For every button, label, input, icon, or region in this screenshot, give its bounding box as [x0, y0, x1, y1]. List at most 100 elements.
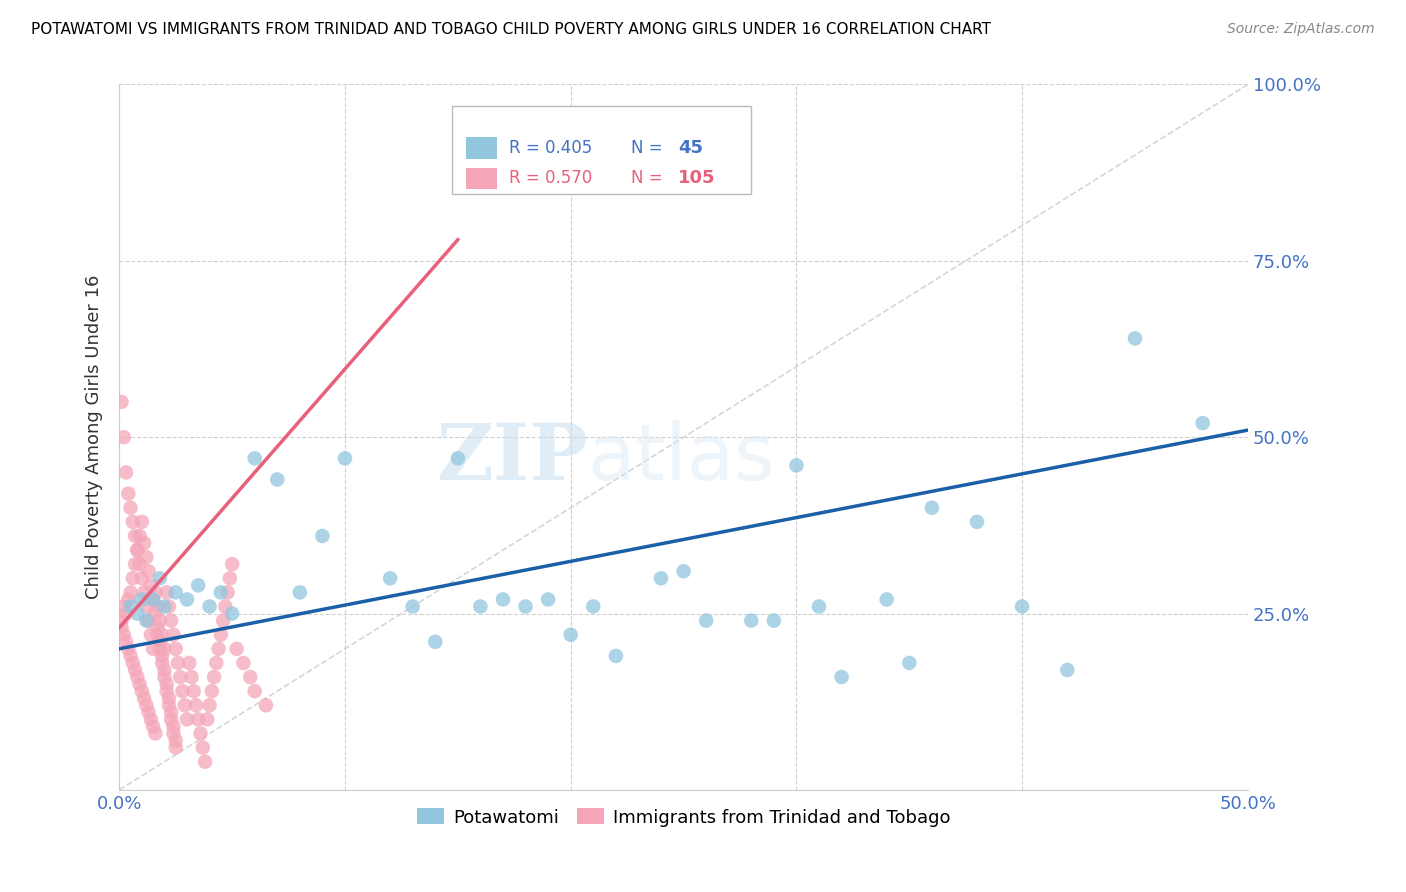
Point: [179, 656, 201, 670]
Point: [135, 698, 157, 713]
Point: [131, 684, 153, 698]
FancyBboxPatch shape: [465, 168, 498, 189]
Legend: Potawatomi, Immigrants from Trinidad and Tobago: Potawatomi, Immigrants from Trinidad and…: [409, 801, 957, 834]
Point: [110, 395, 132, 409]
Point: [243, 451, 266, 466]
Point: [201, 684, 224, 698]
Text: N =: N =: [630, 139, 662, 157]
Point: [145, 726, 167, 740]
Point: [142, 641, 165, 656]
Point: [921, 500, 943, 515]
Point: [153, 599, 176, 614]
Point: [187, 712, 209, 726]
Point: [1056, 663, 1078, 677]
Point: [157, 698, 180, 713]
Point: [217, 585, 239, 599]
Point: [209, 585, 232, 599]
Point: [138, 564, 160, 578]
Point: [165, 733, 187, 747]
Y-axis label: Child Poverty Among Girls Under 16: Child Poverty Among Girls Under 16: [86, 275, 103, 599]
Point: [120, 585, 142, 599]
Point: [117, 641, 139, 656]
Point: [172, 684, 194, 698]
Point: [239, 670, 262, 684]
Point: [120, 648, 142, 663]
Point: [135, 599, 157, 614]
Point: [560, 628, 582, 642]
Point: [157, 599, 180, 614]
Point: [221, 607, 243, 621]
Point: [127, 543, 149, 558]
Point: [142, 592, 165, 607]
Point: [762, 614, 785, 628]
Point: [202, 670, 225, 684]
Point: [243, 684, 266, 698]
Point: [672, 564, 695, 578]
Point: [288, 585, 311, 599]
Point: [115, 634, 138, 648]
Point: [149, 614, 172, 628]
Point: [225, 641, 247, 656]
Point: [131, 571, 153, 585]
Text: N =: N =: [630, 169, 662, 187]
Point: [128, 529, 150, 543]
Point: [149, 571, 172, 585]
Point: [470, 599, 492, 614]
Point: [127, 670, 149, 684]
Point: [167, 656, 190, 670]
Point: [807, 599, 830, 614]
Point: [112, 628, 135, 642]
Point: [153, 641, 176, 656]
Point: [254, 698, 277, 713]
Point: [176, 592, 198, 607]
Point: [191, 740, 214, 755]
Point: [966, 515, 988, 529]
Point: [115, 466, 138, 480]
Point: [149, 634, 172, 648]
Point: [165, 641, 187, 656]
Point: [184, 698, 207, 713]
Point: [207, 641, 229, 656]
Point: [831, 670, 853, 684]
Point: [127, 543, 149, 558]
Text: R = 0.570: R = 0.570: [509, 169, 592, 187]
Point: [139, 628, 162, 642]
Point: [209, 628, 232, 642]
Point: [156, 684, 179, 698]
Point: [135, 614, 157, 628]
Point: [447, 451, 470, 466]
Point: [205, 656, 228, 670]
Point: [492, 592, 515, 607]
Point: [582, 599, 605, 614]
Point: [1123, 331, 1146, 345]
Point: [150, 656, 173, 670]
Point: [695, 614, 717, 628]
Point: [112, 430, 135, 444]
Point: [127, 607, 149, 621]
FancyBboxPatch shape: [453, 105, 751, 194]
Point: [139, 578, 162, 592]
Text: R = 0.405: R = 0.405: [509, 139, 592, 157]
Point: [146, 599, 169, 614]
Point: [150, 648, 173, 663]
Point: [165, 740, 187, 755]
Text: atlas: atlas: [588, 420, 775, 496]
Point: [176, 712, 198, 726]
Point: [402, 599, 425, 614]
Point: [160, 712, 183, 726]
Point: [190, 726, 212, 740]
Point: [120, 500, 142, 515]
Point: [115, 607, 138, 621]
Point: [110, 614, 132, 628]
Point: [150, 628, 173, 642]
Text: ZIP: ZIP: [436, 420, 588, 496]
Point: [142, 592, 165, 607]
Point: [162, 628, 184, 642]
Point: [898, 656, 921, 670]
Point: [180, 670, 202, 684]
Point: [120, 599, 142, 614]
Point: [162, 719, 184, 733]
Point: [1191, 416, 1213, 430]
Point: [378, 571, 401, 585]
Point: [156, 677, 179, 691]
